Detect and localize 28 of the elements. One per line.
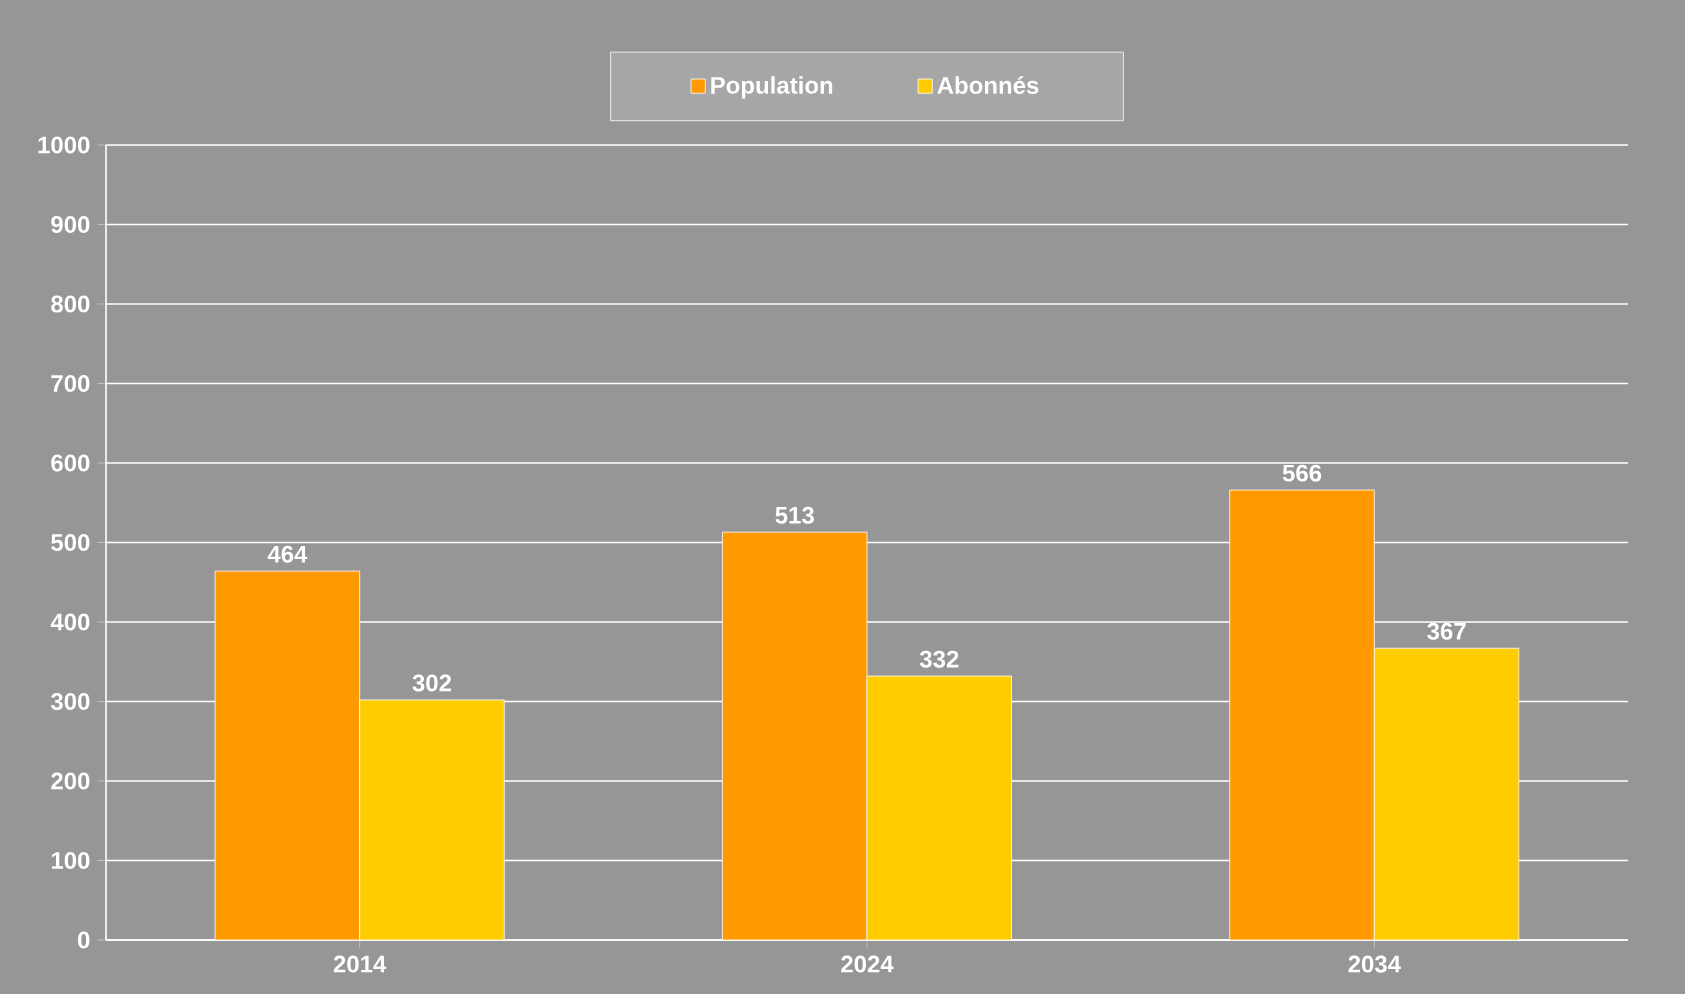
y-tick-label: 100 — [51, 852, 90, 869]
y-tick-label: 900 — [51, 216, 90, 233]
data-label: 566 — [1282, 464, 1322, 482]
x-tick-label: 2014 — [333, 955, 387, 973]
data-label: 464 — [267, 545, 308, 563]
bar — [1229, 489, 1375, 940]
x-tick-label: 2024 — [841, 955, 894, 973]
y-tick-label: 700 — [51, 375, 90, 392]
y-tick-label: 800 — [51, 295, 90, 313]
bar — [722, 531, 868, 940]
y-tick-label: 1000 — [38, 136, 90, 154]
y-tick-label: 300 — [50, 692, 90, 711]
data-label: 367 — [1427, 622, 1466, 640]
data-label: 302 — [412, 674, 452, 692]
bar — [866, 675, 1012, 940]
legend-label: Abonnés — [937, 76, 1039, 94]
bar — [359, 699, 505, 940]
y-tick-label: 500 — [51, 534, 90, 551]
y-tick-label: 200 — [51, 772, 90, 790]
x-tick-label: 2034 — [1348, 955, 1401, 973]
legend-label: Population — [711, 76, 833, 99]
y-tick-label: 0 — [78, 931, 90, 949]
y-tick-label: 400 — [50, 613, 90, 631]
y-tick-label: 600 — [51, 454, 90, 472]
bar — [1373, 647, 1520, 940]
data-label: 332 — [919, 650, 959, 668]
data-label: 513 — [775, 506, 814, 524]
bar — [214, 570, 361, 940]
